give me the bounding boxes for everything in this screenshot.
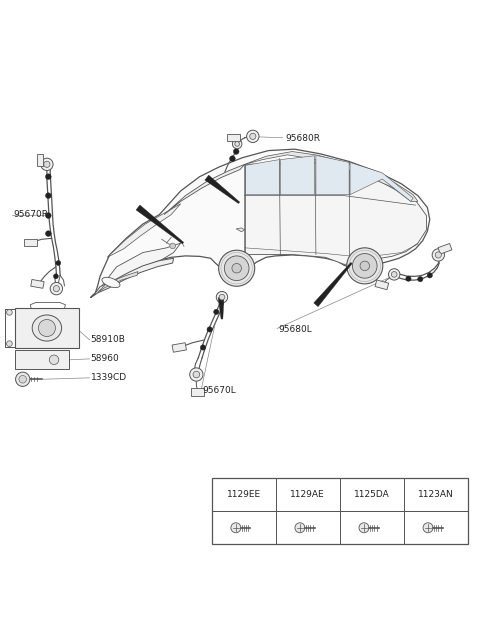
Circle shape [53,274,59,279]
Circle shape [56,260,61,265]
Circle shape [295,523,305,533]
Text: 95670L: 95670L [202,385,236,395]
Circle shape [216,292,228,303]
Polygon shape [100,243,180,288]
FancyBboxPatch shape [15,350,69,369]
Circle shape [359,523,369,533]
Bar [212,478,468,544]
Polygon shape [107,204,180,257]
Circle shape [347,248,383,284]
Polygon shape [245,163,426,264]
Circle shape [232,263,241,273]
Ellipse shape [32,315,61,341]
Polygon shape [37,154,43,166]
Circle shape [46,231,51,237]
Polygon shape [245,151,344,165]
Polygon shape [93,258,174,296]
Circle shape [50,283,62,295]
Circle shape [46,174,51,179]
Circle shape [224,256,249,281]
Circle shape [190,368,203,381]
Polygon shape [97,272,138,292]
Polygon shape [227,133,240,141]
Circle shape [235,142,240,146]
Circle shape [49,355,59,364]
Circle shape [15,372,30,387]
Polygon shape [342,163,418,202]
Polygon shape [375,280,389,290]
Circle shape [170,243,176,249]
Circle shape [406,276,411,281]
Circle shape [19,375,26,383]
Text: 1339CD: 1339CD [91,373,127,382]
Circle shape [423,523,433,533]
Circle shape [41,158,53,170]
Text: 58910B: 58910B [91,336,125,345]
Polygon shape [236,228,245,232]
Polygon shape [31,279,44,288]
Polygon shape [280,156,314,195]
Circle shape [233,149,239,154]
Polygon shape [218,297,224,319]
Circle shape [250,133,256,140]
Circle shape [418,276,423,282]
Circle shape [229,156,235,161]
Circle shape [231,523,241,533]
Circle shape [432,249,444,261]
Polygon shape [314,262,352,307]
Polygon shape [172,343,186,352]
Circle shape [219,294,225,300]
Circle shape [391,272,397,278]
Circle shape [219,250,255,286]
Circle shape [44,161,50,167]
Circle shape [53,286,60,292]
Text: 1123AN: 1123AN [418,490,454,499]
Circle shape [46,212,51,218]
Circle shape [207,327,212,332]
Polygon shape [91,149,430,298]
Polygon shape [350,163,413,202]
Circle shape [435,252,442,258]
Ellipse shape [102,278,120,288]
Circle shape [427,272,432,278]
Circle shape [360,261,370,271]
Circle shape [247,130,259,142]
Polygon shape [316,155,349,195]
Polygon shape [205,175,240,204]
Circle shape [46,193,51,198]
Text: 58960: 58960 [91,354,120,364]
FancyBboxPatch shape [15,308,79,348]
Circle shape [38,320,56,337]
Circle shape [7,341,12,346]
Polygon shape [191,389,204,396]
Circle shape [388,269,400,280]
Text: 95680L: 95680L [278,325,312,334]
Polygon shape [438,244,452,254]
Text: 1125DA: 1125DA [354,490,390,499]
Polygon shape [24,239,37,246]
Text: 1129AE: 1129AE [290,490,325,499]
Circle shape [352,253,377,278]
Circle shape [200,345,205,350]
Text: 1129EE: 1129EE [227,490,261,499]
Circle shape [232,139,242,149]
Circle shape [214,309,219,315]
Polygon shape [246,160,279,195]
Text: 95680R: 95680R [285,134,320,143]
Circle shape [7,309,12,315]
Text: 95670R: 95670R [13,210,48,219]
Polygon shape [136,205,184,244]
Circle shape [193,371,200,378]
Polygon shape [164,165,245,214]
